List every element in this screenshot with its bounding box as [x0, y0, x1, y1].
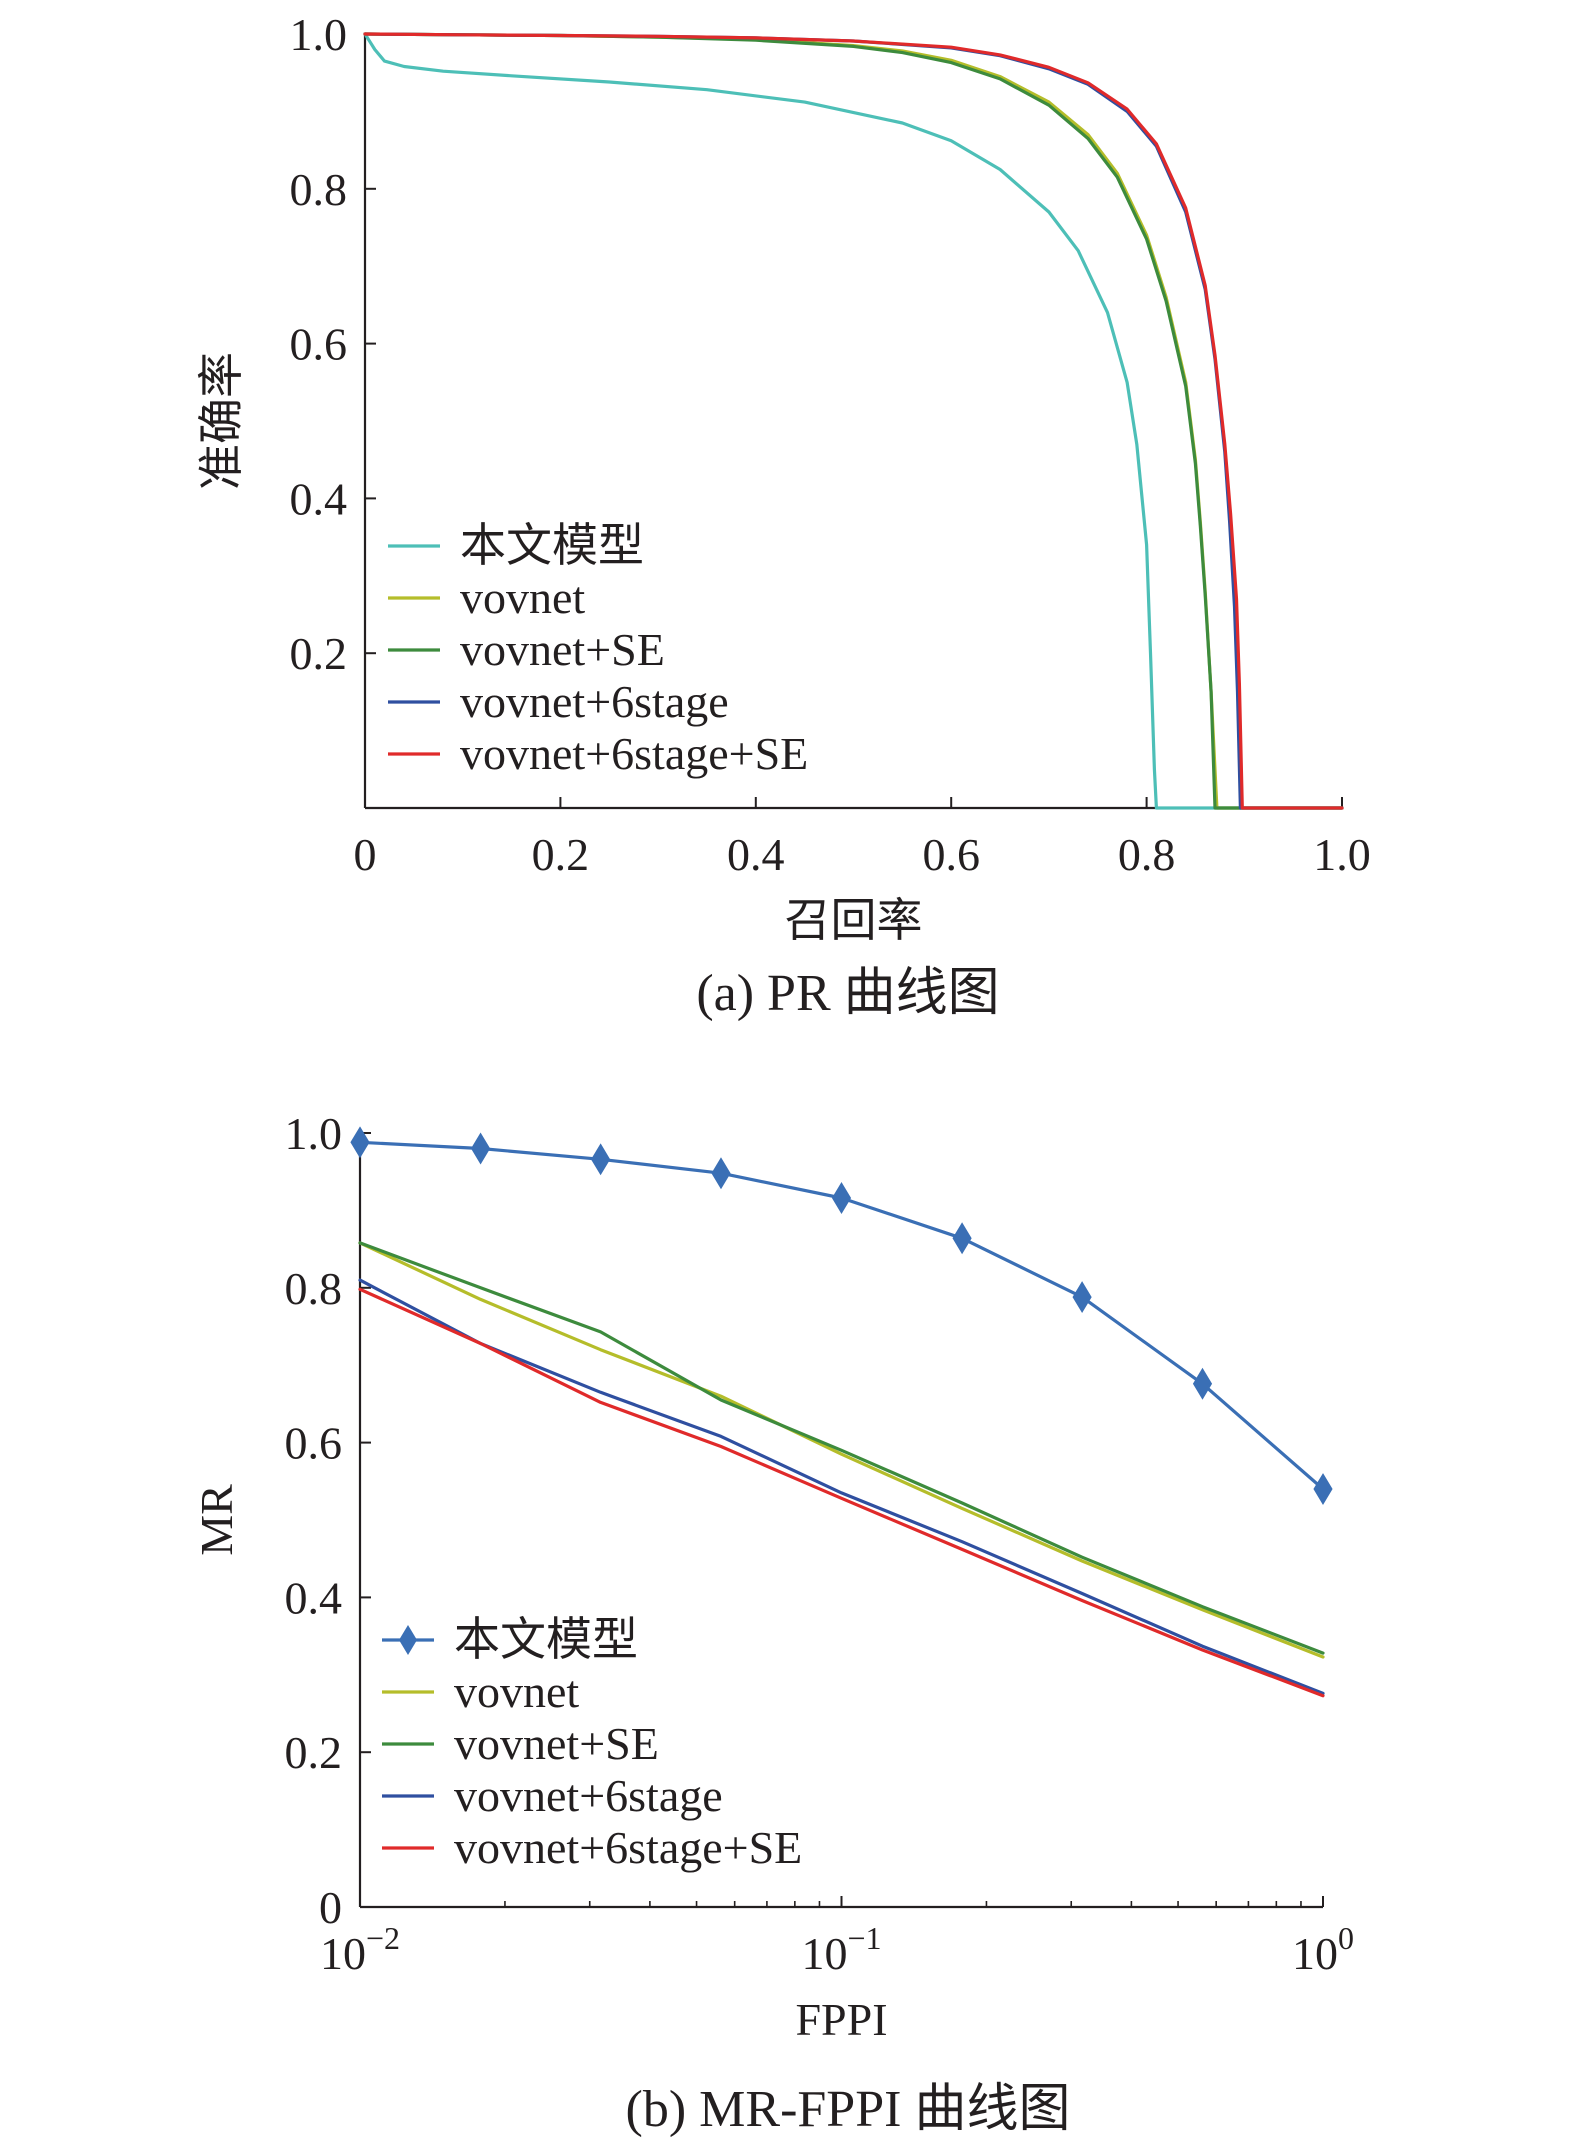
data-point-diamond	[350, 1126, 370, 1159]
x-tick-label: 100	[1292, 1920, 1354, 1979]
legend-label: vovnet+6stage+SE	[460, 728, 808, 779]
x-tick-label: 10−2	[320, 1920, 400, 1979]
y-tick-label: 0.2	[290, 628, 348, 679]
x-tick-label: 0.8	[1118, 829, 1176, 880]
series-line-vovnet-6stage-se	[358, 1287, 1325, 1698]
data-point-diamond	[711, 1157, 731, 1190]
caption-pr-chart: (a) PR 曲线图	[696, 965, 999, 1022]
x-tick-label: 0.2	[532, 829, 590, 880]
pr-chart: 0.2 0.4 0.6 0.8 1.0 0 0.2 0.4 0.6 0.8 1.0 召回率 准确率本文模…	[196, 9, 1371, 946]
series-line-vovnet	[358, 1241, 1325, 1659]
series-line-vovnet-6stage-se	[363, 32, 1344, 810]
x-tick-label: 0	[354, 829, 377, 880]
legend-label: vovnet+6stage	[460, 676, 729, 727]
y-axis-label: 准确率	[196, 352, 247, 490]
legend-label: vovnet+SE	[454, 1718, 659, 1769]
series-line-vovnet-se	[358, 1241, 1325, 1655]
y-tick-label: 0.8	[290, 164, 348, 215]
mr-fppi-chart: 00.20.40.60.81.010−2 10−1 100FPPIMR本文模型vov…	[191, 1108, 1354, 2045]
data-point-diamond	[470, 1132, 491, 1165]
y-tick-label: 0.4	[285, 1572, 343, 1623]
data-point-diamond	[1072, 1281, 1092, 1314]
y-tick-label: 0.2	[285, 1727, 343, 1778]
x-tick-label: 0.6	[922, 829, 980, 880]
caption-mr-fppi-chart: (b) MR-FPPI 曲线图	[626, 2081, 1071, 2138]
x-tick-label: 1.0	[1313, 829, 1371, 880]
data-point-diamond	[1313, 1473, 1333, 1506]
data-point-diamond	[591, 1143, 611, 1176]
legend-marker-diamond	[399, 1625, 417, 1655]
y-tick-label: 0	[319, 1882, 342, 1933]
data-point-diamond	[831, 1182, 852, 1214]
x-axis-label: FPPI	[795, 1994, 887, 2045]
legend-label: 本文模型	[460, 520, 644, 571]
y-tick-label: 1.0	[285, 1108, 343, 1159]
legend-label: vovnet+6stage	[454, 1770, 723, 1821]
y-axis-label: MR	[191, 1484, 242, 1556]
y-tick-label: 0.4	[290, 473, 348, 524]
legend-label: vovnet+SE	[460, 624, 665, 675]
y-tick-label: 0.8	[285, 1263, 343, 1314]
series-line-vovnet-6stage	[358, 1278, 1325, 1696]
y-tick-label: 0.6	[285, 1418, 343, 1469]
legend-label: 本文模型	[454, 1614, 638, 1665]
x-tick-label: 0.4	[727, 829, 785, 880]
legend-label: vovnet	[460, 572, 585, 623]
x-tick-label: 10−1	[801, 1920, 881, 1979]
y-tick-label: 0.6	[290, 319, 348, 370]
series-line-series	[363, 32, 1344, 810]
data-point-diamond	[952, 1222, 972, 1255]
legend-label: vovnet	[454, 1666, 579, 1717]
legend-label: vovnet+6stage+SE	[454, 1822, 802, 1873]
x-axis-label: 召回率	[785, 895, 923, 946]
data-point-diamond	[1192, 1367, 1213, 1400]
y-tick-label: 1.0	[290, 9, 348, 60]
